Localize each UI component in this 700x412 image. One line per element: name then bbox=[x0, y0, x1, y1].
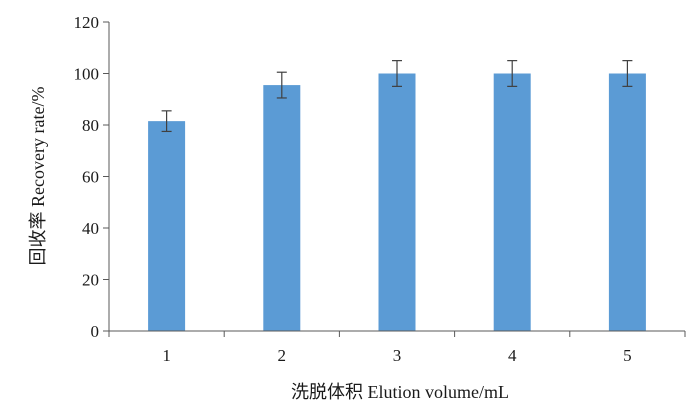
x-tick-label: 1 bbox=[162, 346, 171, 365]
bar bbox=[263, 85, 301, 332]
x-axis: 1 2 3 4 5 bbox=[108, 330, 686, 365]
plot-area bbox=[148, 60, 646, 332]
bar bbox=[608, 73, 646, 331]
bar bbox=[148, 121, 186, 331]
bar bbox=[493, 73, 531, 331]
y-tick-label: 40 bbox=[82, 219, 99, 238]
y-tick-label: 100 bbox=[74, 65, 100, 84]
y-tick-label: 20 bbox=[82, 271, 99, 290]
y-axis-title: 回收率 Recovery rate/% bbox=[28, 87, 48, 266]
x-tick-label: 3 bbox=[393, 346, 402, 365]
y-axis: 0 20 40 60 80 100 120 bbox=[74, 13, 110, 341]
y-tick-label: 120 bbox=[74, 13, 100, 32]
y-tick-label: 60 bbox=[82, 168, 99, 187]
y-tick-label: 80 bbox=[82, 116, 99, 135]
x-axis-title: 洗脱体积 Elution volume/mL bbox=[291, 382, 509, 402]
bar bbox=[378, 73, 416, 331]
x-tick-label: 2 bbox=[278, 346, 287, 365]
y-tick-label: 0 bbox=[91, 322, 100, 341]
x-tick-label: 4 bbox=[508, 346, 517, 365]
x-tick-label: 5 bbox=[623, 346, 632, 365]
